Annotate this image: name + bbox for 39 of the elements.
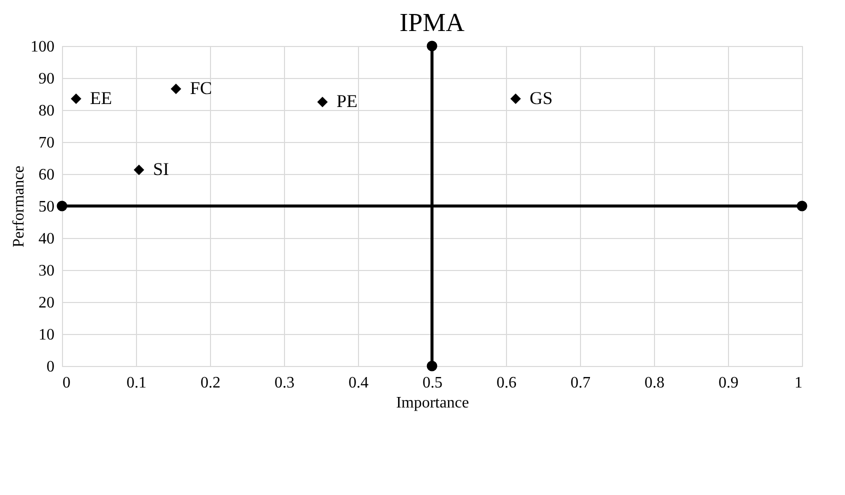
x-tick-label: 0.1 <box>126 374 146 392</box>
x-tick-label: 0.4 <box>348 374 368 392</box>
x-tick-label: 0 <box>62 374 70 392</box>
y-tick-label: 70 <box>38 134 54 152</box>
point <box>70 94 82 104</box>
point <box>510 94 521 104</box>
point <box>134 164 144 176</box>
x-tick-label: 0.2 <box>200 374 220 392</box>
x-tick-label: 0.6 <box>496 374 516 392</box>
y-axis-title: Performance <box>10 166 28 248</box>
x-tick-label: 1 <box>794 374 802 392</box>
y-tick-label: 30 <box>38 262 54 280</box>
chart-title: IPMA <box>399 8 465 37</box>
y-tick-label: 50 <box>38 198 54 216</box>
point <box>170 84 182 94</box>
point <box>426 40 438 52</box>
x-axis-title: Importance <box>396 394 469 412</box>
series-label: SI <box>152 158 169 179</box>
series-label: GS <box>530 88 553 108</box>
y-tick-label: 40 <box>38 230 54 248</box>
x-tick-label: 0.3 <box>274 374 294 392</box>
series-label: FC <box>190 78 212 98</box>
point <box>317 96 328 108</box>
x-tick-label: 0.9 <box>718 374 738 392</box>
x-tick-label: 0.7 <box>570 374 590 392</box>
y-tick-label: 90 <box>38 70 54 88</box>
series-label: PE <box>336 91 358 111</box>
y-tick-label: 60 <box>38 166 54 184</box>
y-tick-label: 0 <box>46 358 54 376</box>
point <box>56 200 68 212</box>
y-tick-label: 80 <box>38 102 54 120</box>
y-tick-label: 10 <box>38 326 54 344</box>
point <box>796 200 808 212</box>
y-tick-label: 20 <box>38 294 54 312</box>
x-tick-label: 0.5 <box>422 374 442 392</box>
series-label: EE <box>90 88 112 108</box>
y-tick-label: 100 <box>30 38 54 56</box>
x-tick-label: 0.8 <box>644 374 664 392</box>
point <box>426 360 438 372</box>
